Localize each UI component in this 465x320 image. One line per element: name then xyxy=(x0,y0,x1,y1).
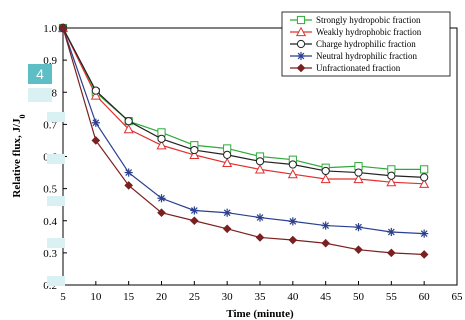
x-tick-label: 65 xyxy=(452,291,464,303)
y-tick-label: 0.3 xyxy=(43,248,57,260)
data-point xyxy=(190,145,199,155)
data-point xyxy=(255,157,265,166)
y-tick-label: 0.7 xyxy=(43,119,57,131)
data-point xyxy=(321,166,330,176)
x-tick-label: 5 xyxy=(60,291,66,303)
x-tick-label: 20 xyxy=(156,291,168,303)
data-point xyxy=(223,208,232,217)
data-point xyxy=(91,136,101,145)
data-point xyxy=(157,208,166,218)
step-badge: 4 xyxy=(28,64,52,84)
series-line xyxy=(62,27,425,256)
data-point xyxy=(124,181,133,190)
data-point xyxy=(58,23,68,33)
x-tick-label: 30 xyxy=(222,291,234,303)
data-point xyxy=(254,164,266,174)
data-point xyxy=(387,248,396,258)
x-tick-label: 55 xyxy=(386,291,398,303)
data-point xyxy=(255,233,265,242)
data-point xyxy=(222,224,232,234)
data-point xyxy=(255,213,265,222)
legend-marker xyxy=(296,51,306,61)
x-tick-label: 45 xyxy=(320,291,332,303)
data-point xyxy=(190,206,199,215)
data-point xyxy=(91,86,100,95)
x-tick-label: 60 xyxy=(419,291,431,303)
data-point xyxy=(288,235,298,245)
x-tick-label: 50 xyxy=(353,291,365,303)
x-tick-label: 40 xyxy=(287,291,299,303)
data-point xyxy=(420,165,429,174)
data-point xyxy=(387,171,396,180)
y-axis-label-main: Relative flux, J/J xyxy=(11,118,23,198)
data-point xyxy=(419,250,429,259)
x-tick-label: 10 xyxy=(90,291,102,303)
data-point xyxy=(420,173,429,182)
data-point xyxy=(157,134,166,143)
data-point xyxy=(354,245,363,254)
data-point xyxy=(157,194,166,203)
highlight-strip xyxy=(47,196,65,206)
legend-marker xyxy=(296,39,306,49)
data-point xyxy=(156,140,167,150)
data-point xyxy=(223,150,232,159)
series-5 xyxy=(58,23,429,259)
x-axis-label: Time (minute) xyxy=(226,308,294,320)
highlight-strip xyxy=(47,238,65,248)
data-point xyxy=(124,168,133,177)
legend-label: Strongly hydropobic fraction xyxy=(316,15,421,25)
legend-label: Weakly hydrophobic fraction xyxy=(316,27,422,37)
y-tick-label: 0.5 xyxy=(43,184,57,196)
data-point xyxy=(124,117,133,126)
series-line xyxy=(62,27,425,185)
highlight-strip xyxy=(47,112,65,122)
data-point xyxy=(189,149,200,159)
y-axis-label-subscript: 0 xyxy=(18,114,27,118)
legend-marker xyxy=(296,15,306,25)
data-point xyxy=(321,238,330,248)
legend-marker xyxy=(295,26,307,37)
x-tick-label: 35 xyxy=(255,291,267,303)
legend-label: Unfractionated fraction xyxy=(316,63,401,73)
y-tick-label: 1.0 xyxy=(43,23,57,35)
legend-label: Neutral hydrophilic fraction xyxy=(316,51,417,61)
series-line xyxy=(62,27,425,178)
highlight-strip xyxy=(28,88,52,102)
data-point xyxy=(90,90,101,100)
legend: Strongly hydropobic fraction Weakly hydro… xyxy=(281,11,451,77)
series-group xyxy=(57,22,430,259)
data-point xyxy=(320,173,331,184)
data-point xyxy=(288,217,297,226)
data-point xyxy=(420,229,429,238)
data-point xyxy=(419,178,430,188)
data-point xyxy=(190,216,199,226)
data-point xyxy=(123,123,134,134)
series-line xyxy=(62,27,425,235)
highlight-strip xyxy=(47,154,65,164)
legend-label: Charge hydrophilic fraction xyxy=(316,39,416,49)
legend-marker xyxy=(296,63,306,73)
data-point xyxy=(222,157,233,168)
data-point xyxy=(287,168,298,179)
data-point xyxy=(387,227,396,237)
y-tick-label: 0.4 xyxy=(43,216,57,228)
data-point xyxy=(288,160,297,169)
data-point xyxy=(354,168,363,177)
x-tick-label: 25 xyxy=(189,291,201,303)
data-point xyxy=(354,223,363,232)
highlight-strip xyxy=(47,276,65,286)
y-axis-label: Relative flux, J/J0 xyxy=(11,114,27,197)
x-tick-label: 15 xyxy=(123,291,135,303)
data-point xyxy=(321,221,330,230)
data-point xyxy=(91,118,100,127)
data-point xyxy=(386,176,397,187)
x-axis-ticks: 5 10 15 20 25 30 35 40 45 50 55 60 65 xyxy=(60,281,463,303)
data-point xyxy=(353,173,364,184)
